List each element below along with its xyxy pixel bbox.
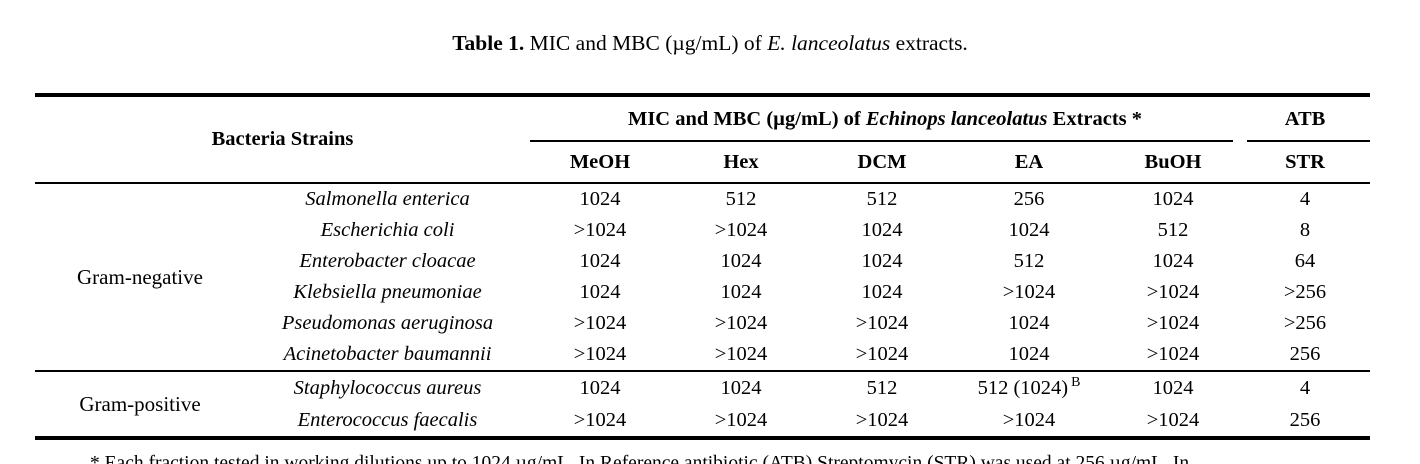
species-cell: Salmonella enterica [305, 188, 470, 210]
mic-value-cell: 512 [725, 188, 757, 210]
table-title-tail: extracts. [890, 31, 968, 55]
table-row: Gram-positive Staphylococcus aureus 1024… [35, 371, 1370, 415]
mic-value-cell: >1024 [573, 219, 627, 241]
mic-mbc-table: Bacteria Strains MIC and MBC (µg/mL) of … [35, 93, 1371, 440]
mic-value-cell: 512 [866, 376, 898, 399]
table-footnote: * Each fraction tested in working diluti… [90, 453, 1190, 464]
mic-value-cell: 256 [1013, 188, 1045, 210]
gram-negative-section: Gram-negative Salmonella enterica 1024 5… [35, 183, 1371, 371]
mic-value: 512 (1024) [977, 376, 1069, 399]
group-label-gram-positive: Gram-positive [79, 391, 201, 416]
table-title-species: E. lanceolatus [767, 31, 891, 55]
mic-value-cell: 1024 [720, 281, 762, 303]
mic-value-cell: >1024 [1002, 408, 1056, 431]
atb-group-header: ATB [1240, 95, 1371, 142]
mic-value-cell: >1024 [855, 312, 909, 334]
column-header-dcm: DCM [812, 142, 952, 184]
mic-value-cell: >1024 [573, 408, 627, 431]
atb-value-cell: 256 [1289, 408, 1321, 431]
mic-value-cell: >1024 [1002, 281, 1056, 303]
species-cell: Staphylococcus aureus [293, 376, 482, 399]
mic-value-cell: 512 [866, 188, 898, 210]
mic-value-cell: 1024 [1008, 219, 1050, 241]
mic-value-cell: 1024 [579, 281, 621, 303]
mic-value-cell: >1024 [1146, 312, 1200, 334]
table-row: Enterococcus faecalis >1024 >1024 >1024 … [35, 404, 1370, 438]
mic-value-cell: >1024 [855, 408, 909, 431]
mic-value-cell: >1024 [1146, 343, 1200, 365]
atb-value-cell: >256 [1283, 281, 1327, 303]
column-header-meoh: MeOH [530, 142, 670, 184]
header-row-columns: MeOH Hex DCM EA BuOH STR [35, 142, 1371, 184]
mic-value-cell: 1024 [720, 376, 762, 399]
mic-value-cell: >1024 [714, 408, 768, 431]
table-title-text: MIC and MBC (µg/mL) of [524, 31, 768, 55]
table-header: Bacteria Strains MIC and MBC (µg/mL) of … [35, 95, 1371, 184]
species-cell: Enterococcus faecalis [297, 408, 478, 431]
column-header-str: STR [1240, 142, 1371, 184]
mic-value-cell: 1024 [579, 376, 621, 399]
mic-value-cell: >1024 [714, 312, 768, 334]
mic-value-cell: 1024 [579, 250, 621, 272]
mic-value-cell: 1024 [1152, 376, 1194, 399]
mic-value-cell: 1024 [861, 250, 903, 272]
column-header-ea: EA [952, 142, 1106, 184]
table-row: Pseudomonas aeruginosa >1024 >1024 >1024… [35, 308, 1370, 339]
atb-value-cell: 256 [1289, 343, 1321, 365]
mic-value-cell: >1024 [714, 219, 768, 241]
mic-value-cell: >1024 [1146, 408, 1200, 431]
mic-value-cell: 1024 [1008, 312, 1050, 334]
atb-value-cell: 64 [1294, 250, 1316, 272]
mic-value-cell: 512 [1157, 219, 1189, 241]
table-row: Enterobacter cloacae 1024 1024 1024 512 … [35, 246, 1370, 277]
bacteria-strains-header: Bacteria Strains [35, 95, 530, 184]
group-label-gram-negative: Gram-negative [77, 264, 203, 289]
table-row: Gram-negative Salmonella enterica 1024 5… [35, 183, 1370, 289]
species-cell: Escherichia coli [320, 219, 455, 241]
mic-value-cell: >1024 [573, 312, 627, 334]
atb-value-cell: 4 [1299, 188, 1311, 210]
table-title: Table 1. MIC and MBC (µg/mL) of E. lance… [0, 30, 1420, 56]
atb-value-cell: 8 [1299, 219, 1311, 241]
column-header-hex: Hex [670, 142, 812, 184]
mic-value-cell: 1024 [720, 250, 762, 272]
column-header-buoh: BuOH [1106, 142, 1241, 184]
mic-value-cell: 1024 [861, 219, 903, 241]
mic-value-cell: >1024 [855, 343, 909, 365]
extracts-header-species: Echinops lanceolatus [865, 108, 1048, 130]
table-title-label: Table 1. [452, 31, 525, 55]
species-cell: Enterobacter cloacae [299, 250, 476, 272]
mic-value-cell: >1024 [1146, 281, 1200, 303]
extracts-header-prefix: MIC and MBC (µg/mL) of [627, 108, 866, 130]
mic-value-cell: 512 (1024) B [952, 371, 1106, 404]
species-cell: Acinetobacter baumannii [283, 343, 492, 365]
table-row: Escherichia coli >1024 >1024 1024 1024 5… [35, 215, 1370, 246]
mic-value-cell: 512 [1013, 250, 1045, 272]
table-row: Acinetobacter baumannii >1024 >1024 >102… [35, 339, 1370, 371]
gram-positive-section: Gram-positive Staphylococcus aureus 1024… [35, 371, 1370, 438]
species-cell: Klebsiella pneumoniae [293, 281, 482, 303]
extracts-header-suffix: Extracts * [1047, 108, 1143, 130]
table-row: Klebsiella pneumoniae 1024 1024 1024 >10… [35, 277, 1370, 308]
mic-value-cell: 1024 [579, 188, 621, 210]
mic-value-cell: 1024 [861, 281, 903, 303]
species-cell: Pseudomonas aeruginosa [281, 312, 494, 334]
mic-value-cell: >1024 [573, 343, 627, 365]
mic-value-cell: 1024 [1152, 250, 1194, 272]
mic-value-cell: >1024 [714, 343, 768, 365]
header-row-groups: Bacteria Strains MIC and MBC (µg/mL) of … [35, 95, 1371, 184]
mic-value-cell: 1024 [1152, 188, 1194, 210]
atb-value-cell: 4 [1299, 376, 1311, 399]
superscript-note: B [1071, 374, 1081, 390]
extracts-group-header: MIC and MBC (µg/mL) of Echinops lanceola… [530, 95, 1240, 142]
mic-value-cell: 1024 [1008, 343, 1050, 365]
atb-value-cell: >256 [1283, 312, 1327, 334]
